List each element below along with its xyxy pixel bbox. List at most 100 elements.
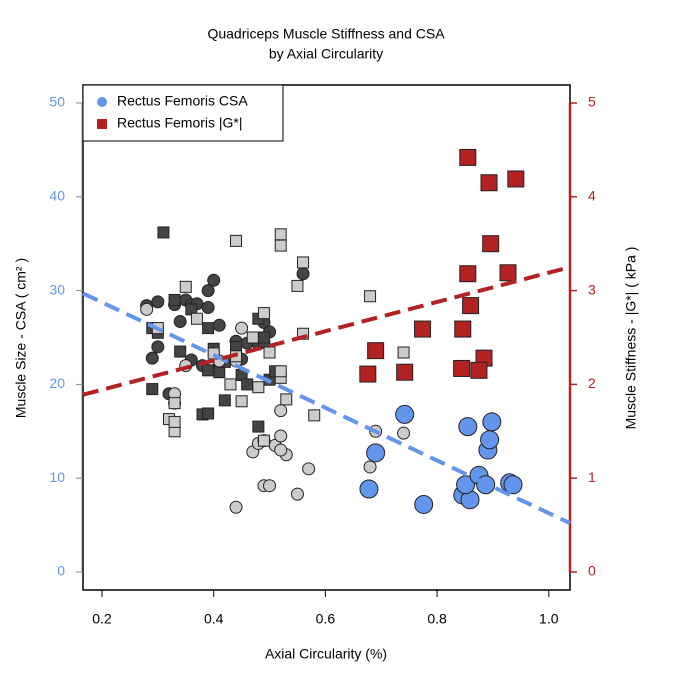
point <box>230 234 243 247</box>
point <box>274 443 288 457</box>
y2-tick-label: 2 <box>588 375 596 391</box>
y-tick-label: 20 <box>49 375 65 391</box>
point <box>246 331 259 344</box>
point <box>202 407 215 420</box>
point <box>462 297 480 315</box>
point <box>503 475 523 495</box>
x-tick-label: 1.0 <box>539 611 559 627</box>
point <box>146 383 159 396</box>
point <box>499 264 517 282</box>
x-tick-label: 0.4 <box>204 611 224 627</box>
point <box>507 170 525 188</box>
point <box>174 345 187 358</box>
point <box>168 293 181 306</box>
y2-tick-label: 3 <box>588 281 596 297</box>
point <box>470 361 488 379</box>
legend-marker <box>97 119 107 129</box>
point <box>257 331 270 344</box>
point <box>480 174 498 192</box>
point <box>179 280 192 293</box>
point <box>363 460 377 474</box>
legend-box <box>82 84 284 142</box>
point <box>274 365 287 378</box>
x-axis-label: Axial Circularity (%) <box>265 646 387 662</box>
y-tick-label: 30 <box>49 281 65 297</box>
y2-tick-label: 4 <box>588 188 596 204</box>
point <box>235 395 248 408</box>
point <box>364 290 377 303</box>
y2-tick-label: 0 <box>588 563 596 579</box>
point <box>274 239 287 252</box>
point <box>151 295 165 309</box>
point <box>480 430 500 450</box>
legend-label: Rectus Femoris |G*| <box>117 115 243 131</box>
point <box>395 404 415 424</box>
x-tick-label: 0.6 <box>316 611 336 627</box>
point <box>414 494 434 514</box>
point <box>274 429 288 443</box>
point <box>224 378 237 391</box>
y-tick-label: 0 <box>57 563 65 579</box>
point <box>241 378 254 391</box>
chart-title: by Axial Circularity <box>269 46 383 62</box>
point <box>201 284 215 298</box>
trend-line <box>82 265 571 397</box>
point <box>482 412 502 432</box>
point <box>263 346 276 359</box>
point <box>235 321 249 335</box>
point <box>190 312 203 325</box>
trend-line <box>82 291 571 526</box>
point <box>366 443 386 463</box>
point <box>151 340 165 354</box>
point <box>459 265 477 283</box>
point <box>297 256 310 269</box>
point <box>252 381 265 394</box>
y2-tick-label: 5 <box>588 94 596 110</box>
point <box>308 409 321 422</box>
point <box>201 300 215 314</box>
y-tick-label: 40 <box>49 188 65 204</box>
y2-tick-label: 1 <box>588 469 596 485</box>
point <box>396 363 414 381</box>
point <box>367 342 385 360</box>
point <box>202 322 215 335</box>
point <box>280 393 293 406</box>
point <box>458 417 478 437</box>
point <box>482 235 500 253</box>
point <box>140 302 154 316</box>
x-tick-label: 0.8 <box>427 611 447 627</box>
point <box>168 415 181 428</box>
point <box>202 364 215 377</box>
point <box>454 320 472 338</box>
legend-marker <box>97 97 107 107</box>
point <box>274 404 288 418</box>
point <box>257 434 270 447</box>
point <box>173 315 187 329</box>
point <box>296 267 310 281</box>
point <box>397 426 411 440</box>
point <box>168 397 181 410</box>
point <box>213 366 226 379</box>
point <box>302 462 316 476</box>
point <box>274 228 287 241</box>
y-tick-label: 50 <box>49 94 65 110</box>
point <box>207 273 221 287</box>
chart-title: Quadriceps Muscle Stiffness and CSA <box>207 26 445 42</box>
point <box>212 318 226 332</box>
y-axis-label: Muscle Size - CSA ( cm² ) <box>13 258 29 418</box>
point <box>459 148 477 166</box>
point <box>359 479 379 499</box>
point <box>414 320 432 338</box>
point <box>359 365 377 383</box>
point <box>263 479 277 493</box>
point <box>145 351 159 365</box>
y2-axis-label: Muscle Stiffness - |G*| ( kPa ) <box>623 247 639 430</box>
y-tick-label: 10 <box>49 469 65 485</box>
point <box>290 487 304 501</box>
point <box>291 279 304 292</box>
x-tick-label: 0.2 <box>92 611 112 627</box>
point <box>252 420 265 433</box>
point <box>157 226 170 239</box>
point <box>229 500 243 514</box>
